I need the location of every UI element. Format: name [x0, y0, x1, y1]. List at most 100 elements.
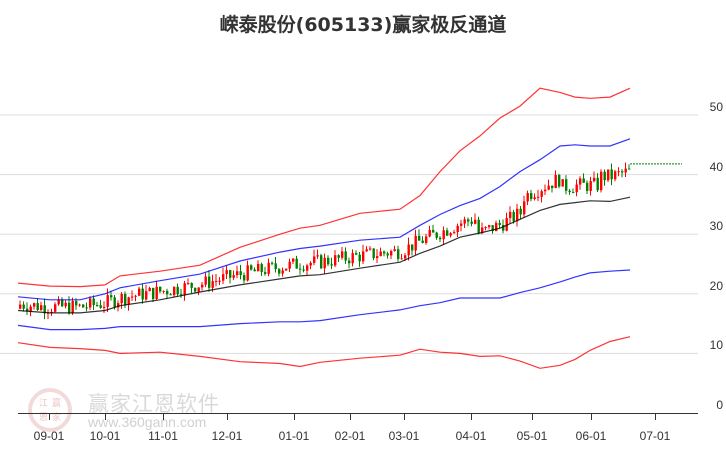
y-tick-label: 0	[716, 398, 723, 412]
candle-up	[281, 270, 284, 274]
candle-down	[85, 307, 88, 309]
candle-up	[334, 255, 337, 266]
x-tick-label: 11-01	[148, 429, 178, 443]
candle-up	[593, 177, 596, 182]
candle-down	[82, 304, 85, 308]
band-upper_inner	[17, 138, 631, 301]
candle-up	[162, 290, 165, 292]
y-tick-label: 30	[709, 219, 723, 234]
candle-down	[124, 293, 127, 305]
candle-up	[316, 255, 319, 257]
candle-down	[243, 275, 246, 281]
x-tick-label: 02-01	[334, 429, 366, 443]
candle-down	[194, 287, 197, 292]
x-tick-label: 09-01	[33, 429, 65, 443]
candle-down	[159, 286, 162, 292]
candle-down	[22, 304, 25, 309]
x-tick-label: 10-01	[89, 429, 121, 443]
candle-down	[271, 262, 274, 264]
candle-up	[120, 293, 123, 304]
candle-up	[257, 263, 260, 272]
logo-char: 家	[52, 412, 62, 422]
candle-down	[530, 193, 533, 200]
candle-down	[229, 270, 232, 278]
watermark-name: 赢家江恩软件	[88, 392, 220, 416]
candle-down	[586, 182, 589, 191]
candle-down	[491, 225, 494, 232]
candle-down	[113, 297, 116, 308]
y-tick-label: 20	[709, 278, 723, 293]
candle-down	[36, 303, 39, 310]
candle-up	[103, 306, 106, 308]
candle-up	[64, 302, 67, 307]
candle-down	[75, 301, 78, 306]
candle-up	[407, 244, 410, 256]
candle-down	[260, 263, 263, 273]
candle-down	[26, 308, 29, 312]
candle-up	[89, 298, 92, 308]
candle-up	[453, 232, 456, 234]
candle-up	[376, 256, 379, 259]
candle-down	[295, 258, 298, 269]
candle-up	[554, 174, 557, 189]
candle-up	[505, 218, 508, 231]
candle-up	[362, 251, 365, 262]
candle-down	[61, 299, 64, 307]
candle-down	[498, 222, 501, 226]
candle-up	[617, 171, 620, 173]
candle-up	[285, 268, 288, 271]
candle-down	[568, 190, 571, 193]
candle-up	[187, 282, 190, 284]
watermark-logo-icon: 江 赢 恩 家	[28, 388, 72, 432]
y-tick-label: 10	[709, 338, 723, 353]
candle-up	[267, 262, 270, 274]
candle-up	[313, 256, 316, 263]
candle-down	[470, 221, 473, 224]
candle-up	[526, 193, 529, 202]
candle-up	[607, 169, 610, 181]
candle-up	[131, 296, 134, 298]
band-lower_outer	[17, 336, 631, 369]
band-middle	[17, 196, 631, 314]
candle-up	[544, 189, 547, 192]
candle-up	[33, 303, 36, 307]
candle-up	[54, 304, 57, 312]
candle-down	[551, 185, 554, 189]
candle-down	[435, 232, 438, 238]
candle-up	[351, 253, 354, 264]
x-tick-label: 06-01	[575, 429, 607, 443]
candle-up	[183, 283, 186, 296]
candle-down	[348, 260, 351, 264]
candle-up	[449, 233, 452, 236]
candle-up	[197, 287, 200, 292]
candle-up	[71, 301, 74, 314]
candle-down	[320, 255, 323, 269]
x-tick-label: 04-01	[455, 429, 487, 443]
candle-down	[330, 264, 333, 266]
candle-down	[278, 269, 281, 274]
candle-down	[264, 272, 267, 274]
x-tick-label: 12-01	[211, 429, 243, 443]
candle-down	[274, 263, 277, 270]
candle-down	[141, 288, 144, 300]
candle-up	[579, 178, 582, 185]
candle-up	[379, 251, 382, 257]
candle-down	[477, 219, 480, 234]
candle-up	[78, 304, 81, 306]
candle-up	[393, 249, 396, 252]
x-tick-label: 01-01	[278, 429, 310, 443]
candle-down	[621, 171, 624, 173]
candle-down	[628, 168, 631, 170]
x-tick-label: 03-01	[388, 429, 420, 443]
candle-up	[481, 227, 484, 234]
candle-up	[390, 251, 393, 256]
candle-up	[540, 191, 543, 197]
candle-up	[246, 265, 249, 281]
candle-down	[190, 282, 193, 288]
candle-up	[222, 274, 225, 281]
candle-up	[309, 262, 312, 266]
candle-up	[225, 270, 228, 275]
logo-char: 恩	[39, 412, 49, 422]
candle-down	[344, 251, 347, 261]
candle-down	[446, 230, 449, 236]
